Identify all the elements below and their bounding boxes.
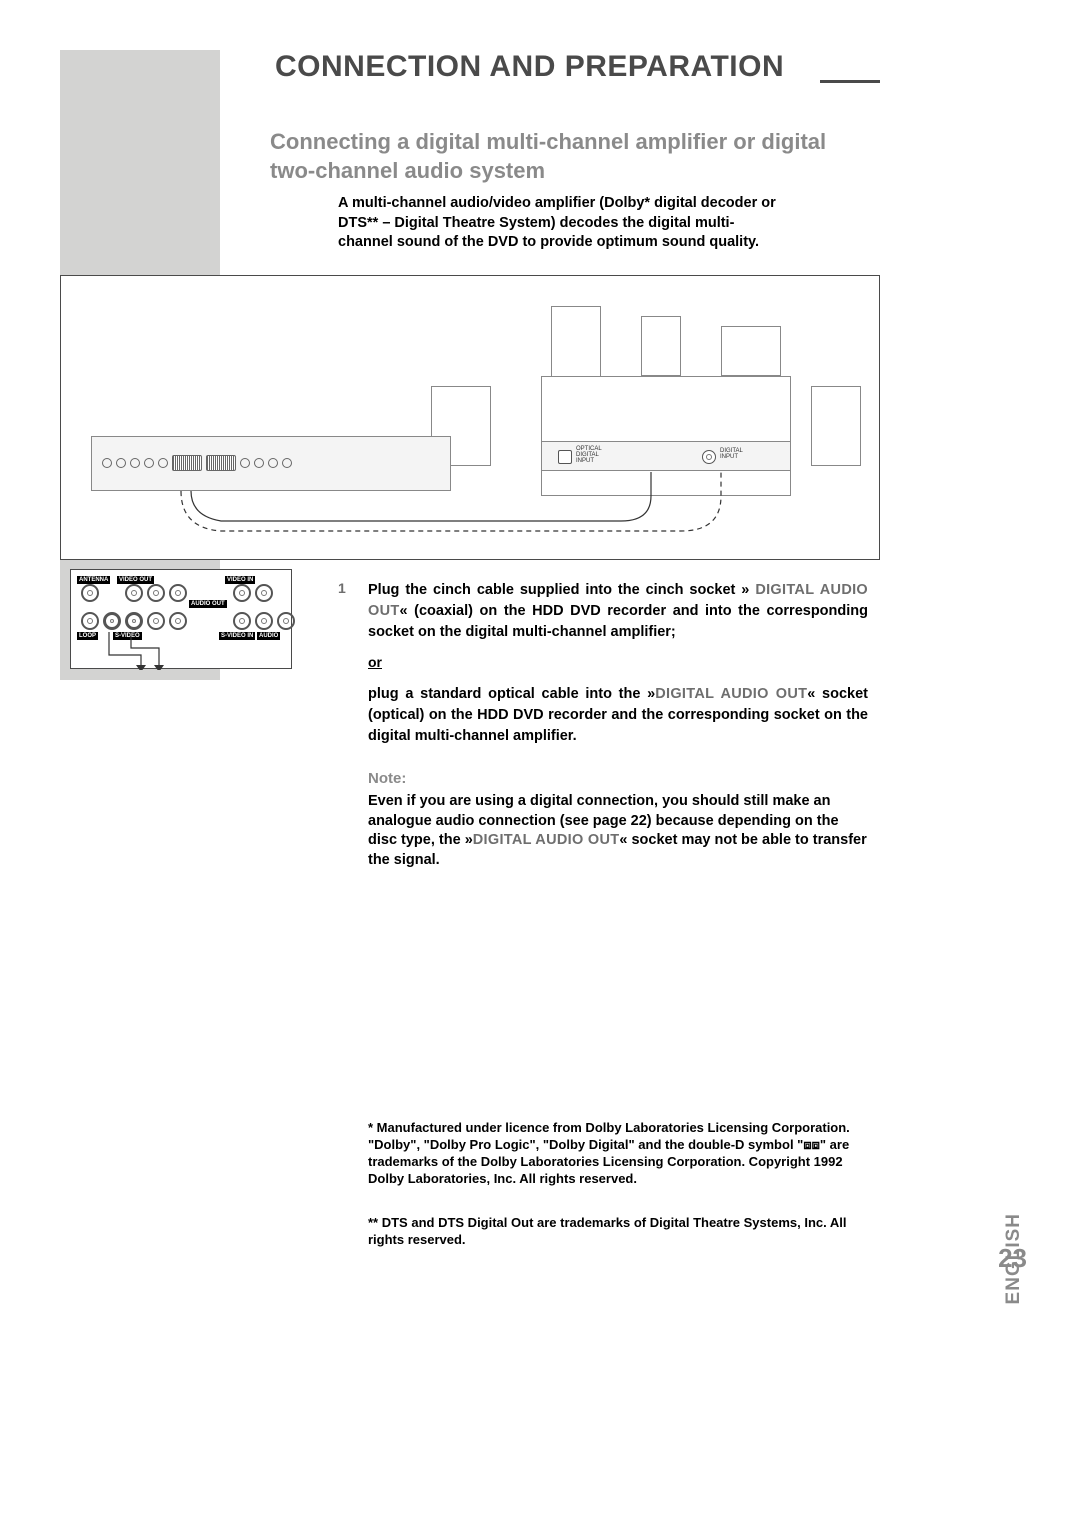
note-title: Note: [368,770,406,787]
keyword-digital-audio-out: DIGITAL AUDIO OUT [655,686,807,702]
amplifier-icon [541,376,791,496]
step-1-text: Plug the cinch cable supplied into the c… [368,580,868,643]
port-highlight-icon [103,612,121,630]
connection-diagram: OPTICAL DIGITAL INPUT DIGITAL INPUT [60,275,880,560]
footnote-dolby: * Manufactured under licence from Dolby … [368,1120,858,1188]
page-title: CONNECTION AND PREPARATION [275,50,885,84]
port-icon [255,584,273,602]
step-1-alt-text: plug a standard optical cable into the »… [368,684,868,747]
intro-paragraph: A multi-channel audio/video amplifier (D… [338,194,783,253]
port-icon [233,612,251,630]
port-icon [255,612,273,630]
port-icon [169,612,187,630]
step-text-a: Plug the cinch cable supplied into the c… [368,582,749,598]
amplifier-rear-panel: OPTICAL DIGITAL INPUT DIGITAL INPUT [541,441,791,471]
optical-port-icon [558,450,572,464]
digital-input-label: DIGITAL INPUT [720,448,743,460]
section-subtitle: Connecting a digital multi-channel ampli… [270,128,830,185]
port-icon [169,584,187,602]
speaker-icon [551,306,601,386]
port-highlight-icon [125,612,143,630]
step-text-b: « (coaxial) on the HDD DVD recorder and … [368,603,868,640]
port-detail-diagram: ANTENNA VIDEO OUT VIDEO IN AUDIO OUT LOO… [70,569,292,669]
page-number: 23 [998,1243,1027,1274]
double-d-symbol: ⧈⧈ [803,1137,820,1152]
or-separator: or [368,654,382,670]
port-icon [81,584,99,602]
footnote-dts: ** DTS and DTS Digital Out are trademark… [368,1215,858,1249]
antenna-label: ANTENNA [77,576,110,584]
footnote1-pre: * Manufactured under licence from Dolby … [368,1120,850,1152]
sidebar-grey-top [60,50,220,275]
speaker-icon [641,316,681,376]
speaker-icon [721,326,781,376]
port-icon [233,584,251,602]
step-number: 1 [338,580,346,596]
port-icon [147,612,165,630]
coax-port-icon [702,450,716,464]
port-icon [277,612,295,630]
port-icon [81,612,99,630]
speaker-icon [811,386,861,466]
optical-input-label: OPTICAL DIGITAL INPUT [576,446,602,464]
keyword-digital-audio-out: DIGITAL AUDIO OUT [473,832,620,848]
port-icon [147,584,165,602]
port-icon [125,584,143,602]
video-out-label: VIDEO OUT [117,576,154,584]
title-underline [820,80,880,83]
video-in-label: VIDEO IN [225,576,255,584]
note-body: Even if you are using a digital connecti… [368,792,868,870]
step2-text-a: plug a standard optical cable into the » [368,686,655,702]
recorder-ports [96,448,446,478]
